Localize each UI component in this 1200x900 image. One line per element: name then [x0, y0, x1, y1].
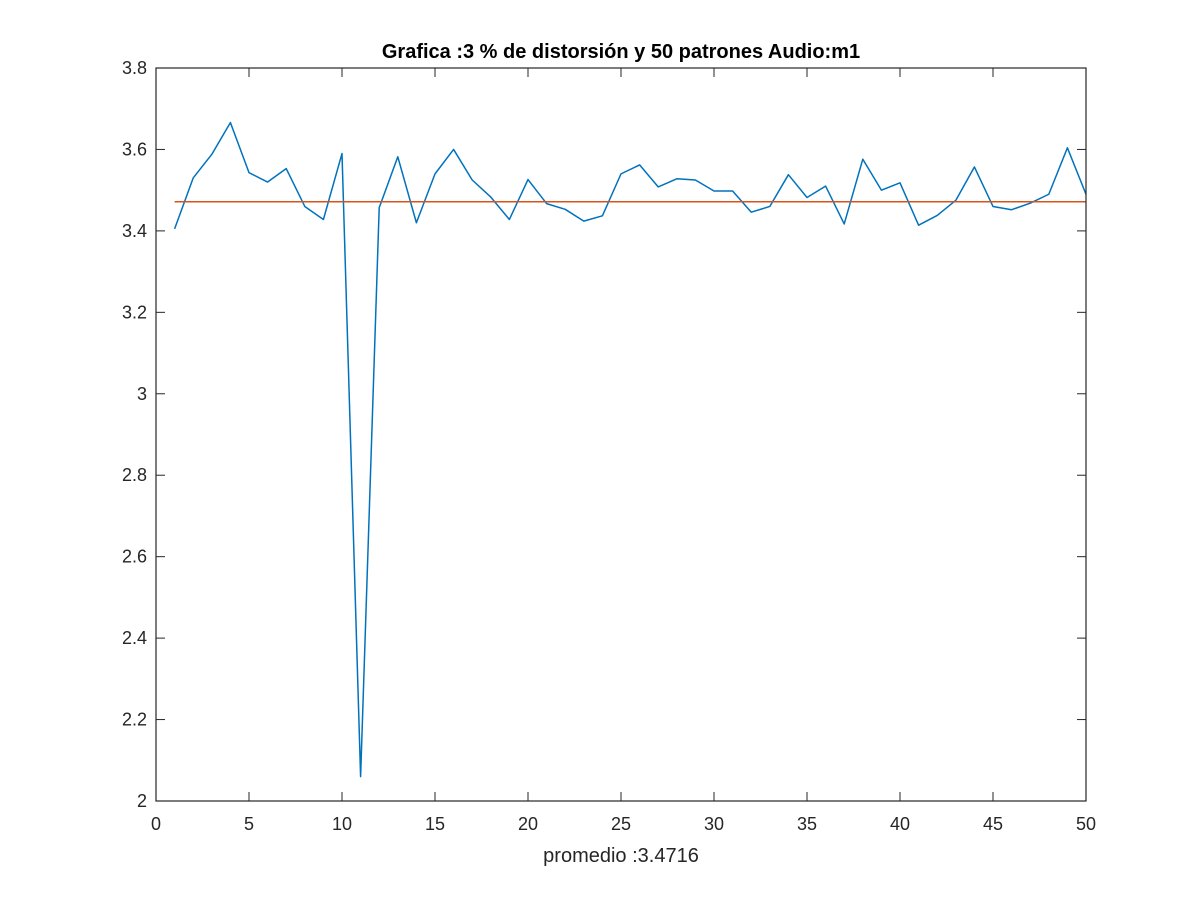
x-tick-label: 25	[611, 814, 631, 834]
y-tick-label: 3.8	[122, 58, 147, 78]
chart-title: Grafica :3 % de distorsión y 50 patrones…	[382, 41, 860, 63]
x-tick-label: 15	[425, 814, 445, 834]
series-line-scores	[173, 121, 1087, 778]
y-tick-label: 2.8	[122, 465, 147, 485]
x-tick-label: 40	[890, 814, 910, 834]
series-layer	[173, 121, 1087, 778]
y-tick-label: 2	[137, 791, 147, 811]
y-tick-label: 2.4	[122, 628, 147, 648]
y-tick-label: 2.2	[122, 710, 147, 730]
x-tick-label: 0	[151, 814, 161, 834]
y-tick-label: 3.2	[122, 302, 147, 322]
x-tick-label: 10	[332, 814, 352, 834]
x-tick-label: 50	[1076, 814, 1096, 834]
y-tick-label: 3.4	[122, 221, 147, 241]
ticks-layer: 0 5 10 15 20 25 30 35 40 45 50 2 2.2 2.4 2.6 2.8 3 3.2 3.4…	[122, 58, 1096, 834]
x-tick-label: 20	[518, 814, 538, 834]
y-tick-label: 3.6	[122, 139, 147, 159]
x-tick-label: 5	[244, 814, 254, 834]
plot-area	[156, 68, 1086, 801]
x-tick-label: 30	[704, 814, 724, 834]
y-tick-label: 2.6	[122, 547, 147, 567]
y-tick-label: 3	[137, 384, 147, 404]
x-tick-label: 45	[983, 814, 1003, 834]
x-axis-label: promedio :3.4716	[543, 845, 699, 867]
axes-box	[155, 67, 1087, 802]
x-tick-label: 35	[797, 814, 817, 834]
